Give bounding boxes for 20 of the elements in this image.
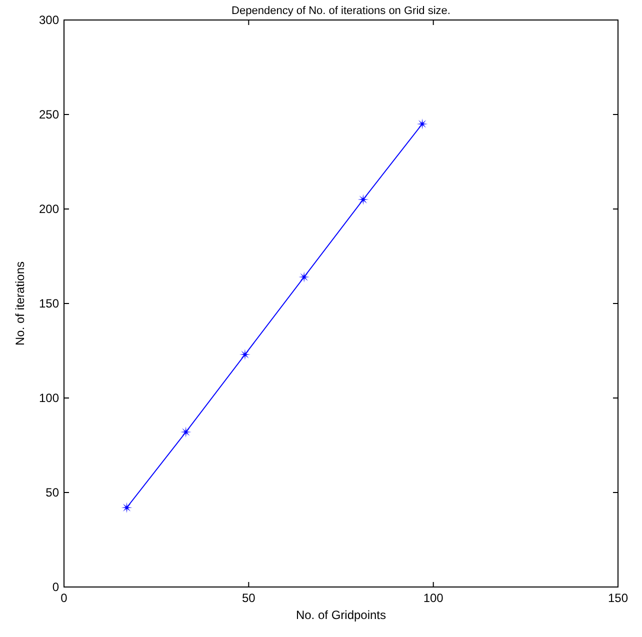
- point: [180, 426, 192, 438]
- y-tick-label: 0: [52, 580, 60, 594]
- y-tick-label: 200: [38, 202, 60, 216]
- point: [298, 272, 310, 283]
- y-axis-title: No. of iterations: [13, 261, 27, 346]
- x-tick-label: 150: [608, 591, 628, 605]
- point: [239, 349, 250, 360]
- x-tick-label: 0: [60, 591, 68, 605]
- y-tick-label: 50: [46, 486, 60, 500]
- y-tick-label: 150: [38, 296, 60, 311]
- x-axis-title: No. of Gridpoints: [296, 608, 386, 622]
- y-tick-label: 100: [38, 391, 60, 406]
- y-tick-label: 300: [38, 13, 60, 28]
- x-tick-label: 50: [242, 591, 256, 605]
- y-tick-label: 250: [38, 108, 60, 122]
- point: [416, 118, 428, 130]
- point: [358, 194, 369, 206]
- chart-title: Dependency of No. of iterations on Grid size.: [232, 5, 450, 17]
- x-tick-label: 100: [423, 591, 444, 605]
- point: [121, 502, 132, 514]
